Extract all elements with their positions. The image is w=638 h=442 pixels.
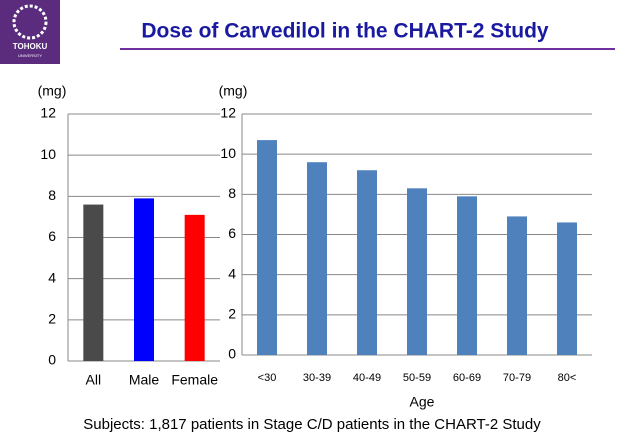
y-tick-label: 0 [228, 346, 236, 362]
x-tick-label: 70-79 [503, 372, 531, 384]
footer-note: Subjects: 1,817 patients in Stage C/D pa… [83, 416, 541, 433]
slide-title: Dose of Carvedilol in the CHART-2 Study [141, 20, 549, 43]
y-tick-label: 0 [48, 352, 56, 368]
bar [184, 214, 205, 361]
y-tick-label: 6 [48, 228, 56, 244]
bar [83, 204, 104, 361]
x-tick-label: Male [129, 372, 160, 388]
bar [257, 140, 277, 355]
y-axis-label: (mg) [38, 83, 67, 99]
x-tick-label: Female [171, 372, 218, 388]
logo-box [0, 0, 60, 64]
x-tick-label: <30 [258, 372, 277, 384]
x-tick-label: All [86, 372, 102, 388]
logo-sub: UNIVERSITY [18, 53, 42, 58]
x-tick-label: 30-39 [303, 372, 331, 384]
y-tick-label: 4 [228, 265, 236, 281]
bar [357, 170, 377, 355]
y-tick-label: 2 [228, 306, 236, 322]
y-tick-label: 2 [48, 311, 56, 327]
y-tick-label: 8 [48, 187, 56, 203]
bar [407, 188, 427, 355]
bar [134, 198, 154, 361]
y-axis-label: (mg) [219, 83, 248, 99]
y-tick-label: 10 [40, 146, 56, 162]
x-axis-label: Age [410, 394, 435, 410]
y-tick-label: 12 [40, 105, 56, 121]
bar [307, 162, 327, 355]
x-tick-label: 40-49 [353, 372, 381, 384]
bar [507, 216, 527, 355]
logo-emblem [12, 4, 48, 40]
bar [557, 222, 577, 355]
x-tick-label: 60-69 [453, 372, 481, 384]
x-tick-label: 80< [558, 372, 577, 384]
bar [457, 196, 477, 355]
y-tick-label: 12 [220, 105, 236, 121]
y-tick-label: 4 [48, 269, 56, 285]
y-tick-label: 6 [228, 225, 236, 241]
y-tick-label: 10 [220, 145, 236, 161]
x-tick-label: 50-59 [403, 372, 431, 384]
logo-name: TOHOKU [13, 42, 48, 51]
y-tick-label: 8 [228, 185, 236, 201]
